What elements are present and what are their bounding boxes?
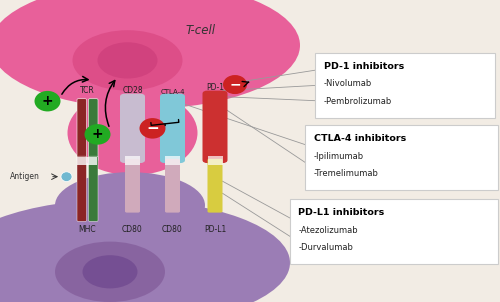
Text: -Atezolizumab: -Atezolizumab (298, 226, 358, 235)
Ellipse shape (84, 124, 110, 145)
Text: -Tremelimumab: -Tremelimumab (314, 169, 378, 178)
Text: TCR: TCR (80, 86, 95, 95)
FancyBboxPatch shape (290, 199, 498, 264)
Text: -Nivolumab: -Nivolumab (324, 79, 372, 88)
Text: -Pembrolizumab: -Pembrolizumab (324, 97, 392, 106)
FancyBboxPatch shape (208, 159, 222, 213)
FancyBboxPatch shape (88, 99, 98, 161)
Bar (78, 157, 98, 165)
Text: MHC: MHC (78, 225, 96, 234)
Text: T-cell: T-cell (185, 24, 215, 37)
Text: -Durvalumab: -Durvalumab (298, 243, 354, 252)
Ellipse shape (55, 172, 205, 239)
Text: PD-L1: PD-L1 (204, 225, 226, 234)
Text: +: + (92, 127, 104, 141)
Ellipse shape (223, 75, 247, 94)
Bar (165, 156, 180, 165)
FancyBboxPatch shape (305, 125, 498, 190)
Text: −: − (229, 78, 241, 92)
Ellipse shape (72, 30, 182, 91)
Bar (208, 156, 222, 165)
Text: -Ipilimumab: -Ipilimumab (314, 152, 364, 161)
FancyBboxPatch shape (125, 159, 140, 213)
Text: CTLA-4: CTLA-4 (160, 89, 185, 95)
Ellipse shape (0, 199, 290, 302)
Ellipse shape (68, 91, 198, 175)
Ellipse shape (34, 91, 60, 111)
Text: CTLA-4 inhibitors: CTLA-4 inhibitors (314, 134, 406, 143)
FancyBboxPatch shape (202, 91, 228, 163)
Text: Antigen: Antigen (10, 172, 40, 181)
Ellipse shape (82, 255, 138, 288)
Text: +: + (42, 94, 54, 108)
Ellipse shape (0, 0, 300, 109)
FancyBboxPatch shape (165, 159, 180, 213)
FancyBboxPatch shape (88, 156, 98, 221)
FancyBboxPatch shape (160, 94, 185, 163)
Ellipse shape (98, 42, 158, 79)
Text: PD-1: PD-1 (206, 83, 224, 92)
FancyBboxPatch shape (77, 156, 86, 221)
Text: −: − (146, 121, 159, 136)
FancyBboxPatch shape (120, 94, 145, 163)
Ellipse shape (140, 118, 166, 139)
Ellipse shape (61, 172, 72, 182)
Text: PD-L1 inhibitors: PD-L1 inhibitors (298, 208, 385, 217)
Ellipse shape (55, 242, 165, 302)
Text: CD80: CD80 (122, 225, 143, 234)
Text: CD80: CD80 (162, 225, 183, 234)
FancyBboxPatch shape (315, 53, 495, 118)
Text: CD28: CD28 (122, 86, 143, 95)
FancyBboxPatch shape (77, 99, 86, 161)
Bar (125, 156, 140, 165)
Text: PD-1 inhibitors: PD-1 inhibitors (324, 62, 404, 71)
